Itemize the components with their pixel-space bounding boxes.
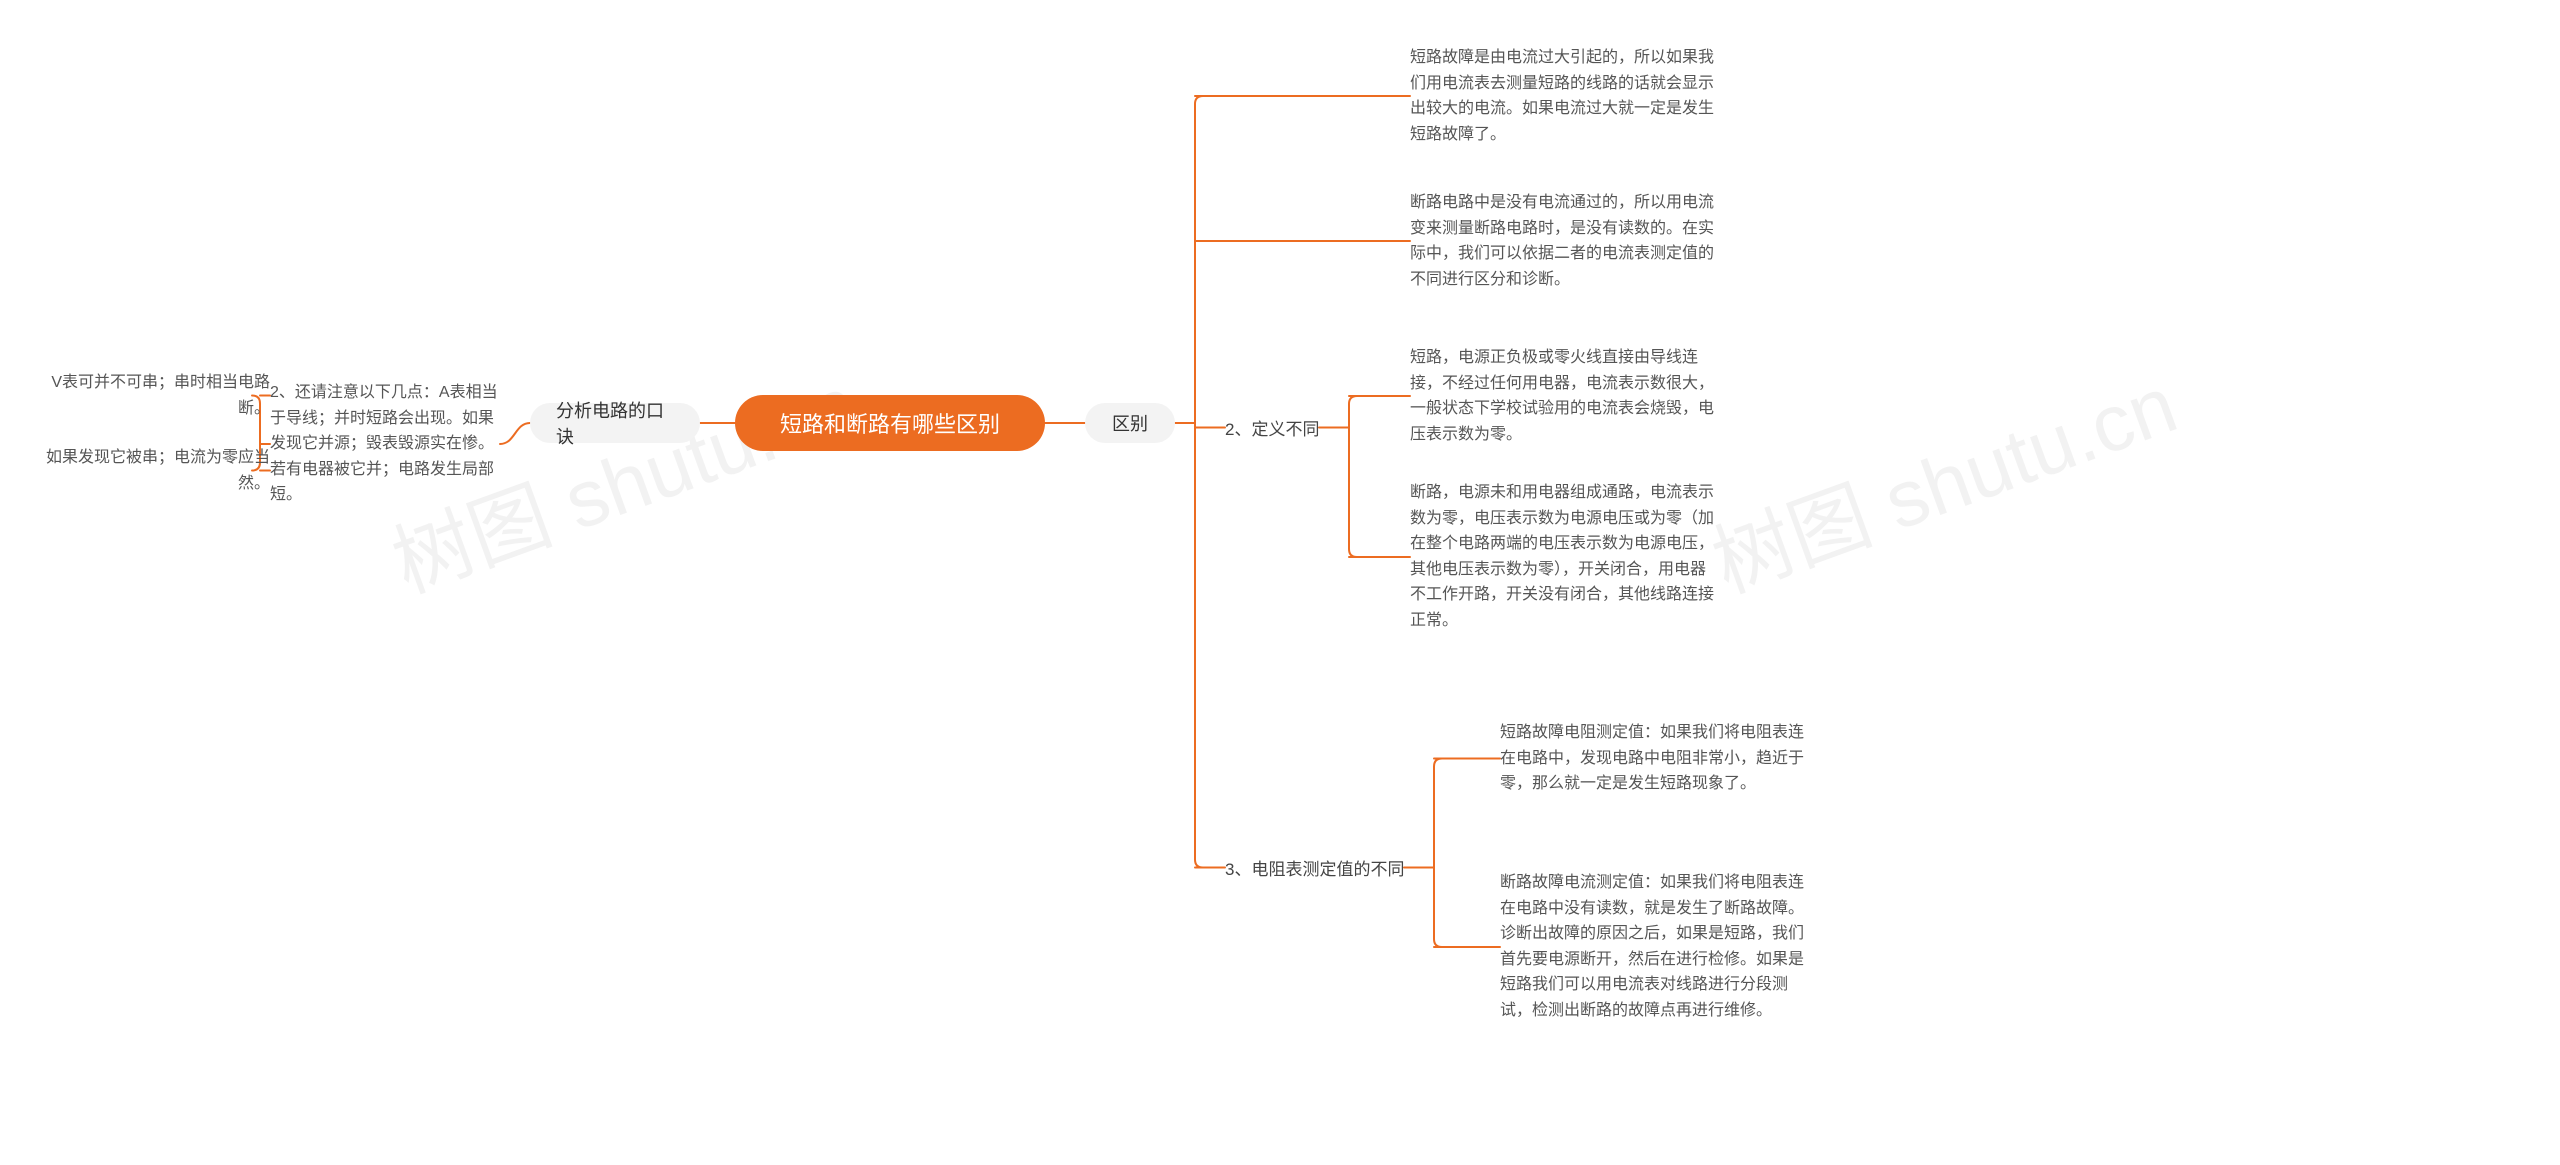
left-leaf-0-text: V表可并不可串；串时相当电路断。 [40,370,270,421]
right-g3-leaf-0-text: 短路故障电阻测定值：如果我们将电阻表连在电路中，发现电路中电阻非常小，趋近于零，… [1500,720,1810,797]
right-g3-head: 3、电阻表测定值的不同 [1225,855,1404,880]
right-g2-leaf-1-text: 断路，电源未和用电器组成通路，电流表示数为零，电压表示数为电源电压或为零（加在整… [1410,480,1720,634]
right-g3-leaf-1: 断路故障电流测定值：如果我们将电阻表连在电路中没有读数，就是发生了断路故障。诊断… [1500,870,1810,1024]
right-g3-head-text: 3、电阻表测定值的不同 [1225,855,1404,880]
right-g2-leaf-1: 断路，电源未和用电器组成通路，电流表示数为零，电压表示数为电源电压或为零（加在整… [1410,480,1720,634]
right-branch: 区别 [1085,403,1175,443]
left-branch: 分析电路的口诀 [530,403,700,443]
left-branch-note: 2、还请注意以下几点：A表相当于导线；并时短路会出现。如果发现它并源；毁表毁源实… [270,380,500,508]
right-g2-leaf-0: 短路，电源正负极或零火线直接由导线连接，不经过任何用电器，电流表示数很大，一般状… [1410,345,1720,447]
root-node: 短路和断路有哪些区别 [735,395,1045,451]
left-leaf-1: 如果发现它被串；电流为零应当然。 [40,445,270,496]
right-g1-leaf-0: 短路故障是由电流过大引起的，所以如果我们用电流表去测量短路的线路的话就会显示出较… [1410,45,1720,147]
left-branch-label: 分析电路的口诀 [556,397,674,449]
mindmap-edges [0,0,2560,1165]
right-g1-leaf-1: 断路电路中是没有电流通过的，所以用电流变来测量断路电路时，是没有读数的。在实际中… [1410,190,1720,292]
right-g2-leaf-0-text: 短路，电源正负极或零火线直接由导线连接，不经过任何用电器，电流表示数很大，一般状… [1410,345,1720,447]
left-branch-note-text: 2、还请注意以下几点：A表相当于导线；并时短路会出现。如果发现它并源；毁表毁源实… [270,380,500,508]
left-leaf-1-text: 如果发现它被串；电流为零应当然。 [40,445,270,496]
right-branch-label: 区别 [1112,410,1148,436]
right-g3-leaf-1-text: 断路故障电流测定值：如果我们将电阻表连在电路中没有读数，就是发生了断路故障。诊断… [1500,870,1810,1024]
right-g2-head-text: 2、定义不同 [1225,415,1319,440]
right-g1-leaf-0-text: 短路故障是由电流过大引起的，所以如果我们用电流表去测量短路的线路的话就会显示出较… [1410,45,1720,147]
right-g2-head: 2、定义不同 [1225,415,1319,440]
right-g3-leaf-0: 短路故障电阻测定值：如果我们将电阻表连在电路中，发现电路中电阻非常小，趋近于零，… [1500,720,1810,797]
left-leaf-0: V表可并不可串；串时相当电路断。 [40,370,270,421]
root-label: 短路和断路有哪些区别 [780,407,1000,439]
right-g1-leaf-1-text: 断路电路中是没有电流通过的，所以用电流变来测量断路电路时，是没有读数的。在实际中… [1410,190,1720,292]
